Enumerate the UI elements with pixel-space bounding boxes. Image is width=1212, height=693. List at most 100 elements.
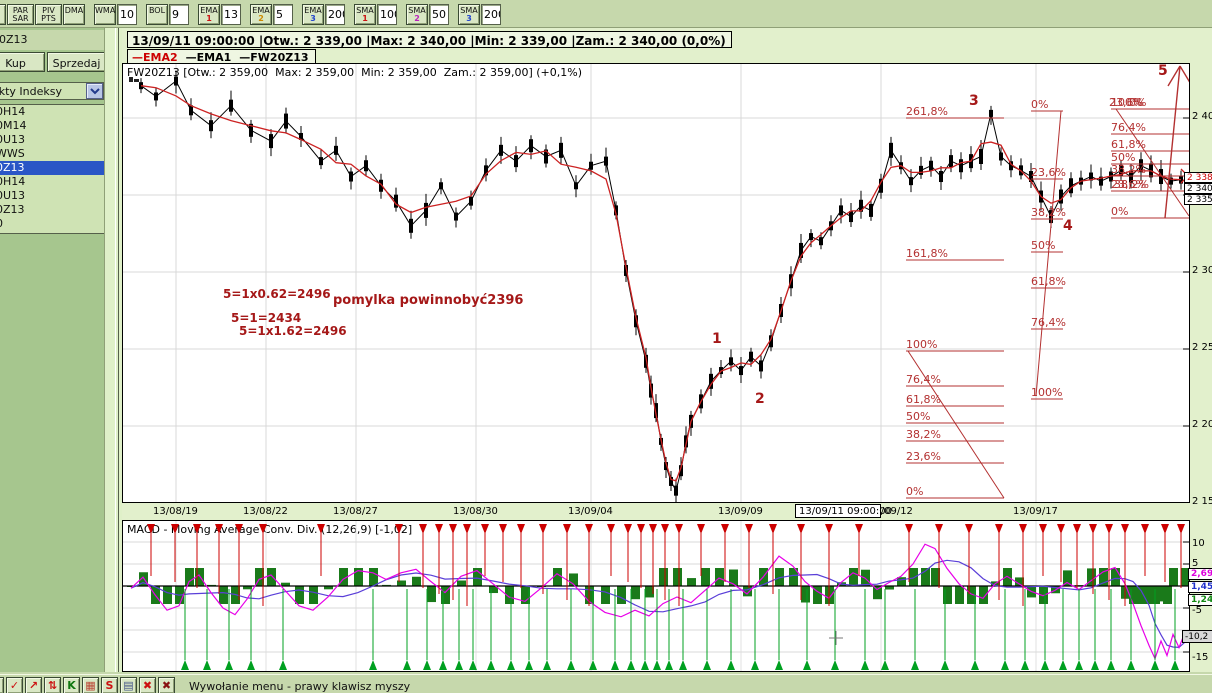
instrument-item[interactable]: WWS: [0, 147, 25, 160]
toolbar-input-bol-period[interactable]: [169, 4, 189, 25]
svg-text:38,2%: 38,2%: [906, 428, 941, 441]
svg-text:76,4%: 76,4%: [1031, 316, 1066, 329]
grid-icon[interactable]: ▦: [82, 677, 99, 693]
letter-k-icon[interactable]: K: [63, 677, 80, 693]
legend-item-ema2: —EMA2: [132, 51, 178, 64]
toolbar-button-bol[interactable]: BOL: [146, 4, 168, 25]
instrument-item[interactable]: 0H14: [0, 175, 26, 188]
time-axis-label: 13/08/27: [333, 506, 378, 517]
toolbar-button-ema3[interactable]: EMA 3: [302, 4, 324, 25]
toolbar-input-wma-period[interactable]: [117, 4, 137, 25]
last-price-tag: 2 340: [1184, 183, 1212, 194]
delete-all-icon[interactable]: ✖: [158, 677, 175, 693]
pane-splitter[interactable]: [104, 28, 122, 672]
time-axis: 13/08/19 13/08/22 13/08/27 13/08/30 13/09/04…: [122, 503, 1190, 520]
chart-workspace: 13/09/11 09:00:00 |Otw.: 2 339,00 |Max: …: [122, 28, 1212, 672]
time-axis-label: 13/09/04: [568, 506, 613, 517]
sell-button[interactable]: Sprzedaj: [47, 52, 106, 72]
toolbar-button-sma2[interactable]: SMA 2: [406, 4, 428, 25]
instrument-item[interactable]: 0: [0, 217, 105, 231]
svg-text:61,8%: 61,8%: [906, 393, 941, 406]
macd-cursor-value: -10,2: [1182, 630, 1212, 643]
trade-buttons: Kup Sprzedaj: [0, 52, 106, 72]
instrument-item[interactable]: 0U13: [0, 133, 26, 146]
svg-text:0%: 0%: [906, 485, 923, 498]
letter-s-icon[interactable]: S: [101, 677, 118, 693]
toolbar-partial-button[interactable]: [0, 4, 6, 25]
toolbar-input-sma2-period[interactable]: [429, 4, 449, 25]
category-dropdown[interactable]: akty Indeksy: [0, 82, 104, 100]
macd-value-tag: 1,45: [1188, 581, 1212, 593]
time-axis-label: 13/08/19: [153, 506, 198, 517]
svg-text:161,8%: 161,8%: [906, 247, 948, 260]
svg-text:50%: 50%: [1111, 151, 1135, 164]
toolbar-button-ema1[interactable]: EMA 1: [198, 4, 220, 25]
buy-button[interactable]: Kup: [0, 52, 45, 72]
time-axis-label: 13/09/17: [1013, 506, 1058, 517]
time-axis-label: 13/08/30: [453, 506, 498, 517]
svg-text:1: 1: [712, 331, 722, 347]
instrument-label: 0Z13: [0, 30, 107, 50]
macd-canvas[interactable]: [123, 521, 1189, 671]
macd-value-tag: 1,24: [1188, 594, 1212, 606]
toolbar-button-sma3[interactable]: SMA 3: [458, 4, 480, 25]
toolbar-input-sma3-period[interactable]: [481, 4, 501, 25]
svg-text:76,4%: 76,4%: [906, 373, 941, 386]
sidebar-panel: 0Z13 Kup Sprzedaj akty Indeksy 0H140M140…: [0, 28, 107, 672]
instrument-item[interactable]: 0M14: [0, 119, 27, 132]
price-chart-pane[interactable]: FW20Z13 [Otw.: 2 359,00 Max: 2 359,00 Mi…: [122, 63, 1190, 503]
status-text: Wywołanie menu - prawy klawisz myszy: [189, 680, 411, 693]
toolbar-input-ema1-period[interactable]: [221, 4, 241, 25]
swap-arrows-icon[interactable]: ⇅: [44, 677, 61, 693]
svg-text:38,2%: 38,2%: [1111, 163, 1146, 176]
price-axis-label: 2 150,: [1192, 496, 1212, 507]
toolbar-button-piv-pts[interactable]: PIV PTS: [35, 4, 62, 25]
toolbar-input-ema2-period[interactable]: [273, 4, 293, 25]
instrument-list: 0H140M140U13WWS0Z130H140U130Z130: [0, 104, 106, 234]
toolbar-button-wma[interactable]: WMA: [94, 4, 116, 25]
price-axis-label: 2 300,: [1192, 265, 1212, 276]
svg-text:61,8%: 61,8%: [1111, 138, 1146, 151]
category-dropdown-value: akty Indeksy: [0, 84, 63, 98]
instrument-item[interactable]: 0U13: [0, 189, 26, 202]
status-partial-button[interactable]: [0, 677, 4, 693]
trendline-icon[interactable]: ↗: [25, 677, 42, 693]
toolbar-input-ema3-period[interactable]: [325, 4, 345, 25]
price-axis-label: 2 400,: [1192, 111, 1212, 122]
svg-text:38,2%: 38,2%: [1114, 178, 1149, 191]
svg-text:100%: 100%: [906, 338, 937, 351]
price-axis: 2 400,2 350,2 300,2 250,2 200,2 150,2 33…: [1184, 63, 1212, 520]
price-chart-canvas[interactable]: 261,8%161,8%100%76,4%61,8%50%38,2%23,6%0…: [123, 64, 1189, 502]
instrument-item[interactable]: 0H14: [0, 105, 26, 118]
toolbar-button-ema2[interactable]: EMA 2: [250, 4, 272, 25]
legend-item-ema1: —EMA1: [185, 51, 232, 64]
svg-text:2: 2: [755, 391, 765, 407]
svg-text:23,6%: 23,6%: [906, 450, 941, 463]
instrument-item[interactable]: 0Z13: [0, 203, 25, 216]
status-bar: ✓ ↗ ⇅ K ▦ S ▤ ✖ ✖ Wywołanie menu - prawy klawisz…: [0, 674, 1212, 693]
svg-text:38,2%: 38,2%: [1031, 206, 1066, 219]
macd-axis-label: -15: [1192, 652, 1209, 663]
macd-value-tag: 2,69: [1188, 568, 1212, 580]
last-price-tag: 2 338: [1184, 172, 1212, 183]
svg-text:100%: 100%: [1031, 386, 1062, 399]
macd-pane[interactable]: MACD - Moving Average Conv. Div. (12,26,…: [122, 520, 1190, 672]
instrument-item[interactable]: 0Z13: [0, 161, 105, 175]
chart-legend: —EMA2 —EMA1 —FW20Z13: [127, 49, 316, 64]
toolbar-button-sma1[interactable]: SMA 1: [354, 4, 376, 25]
svg-text:50%: 50%: [1031, 239, 1055, 252]
chevron-down-icon[interactable]: [86, 83, 103, 99]
check-icon[interactable]: ✓: [6, 677, 23, 693]
svg-text:23,6%: 23,6%: [1111, 178, 1146, 191]
toolbar-input-sma1-period[interactable]: [377, 4, 397, 25]
svg-text:5=1x1.62=2496: 5=1x1.62=2496: [239, 324, 347, 338]
quote-info-bar: 13/09/11 09:00:00 |Otw.: 2 339,00 |Max: …: [127, 31, 732, 48]
toolbar-button-par-sar[interactable]: PAR SAR: [7, 4, 34, 25]
toolbar-button-dma[interactable]: DMA: [63, 4, 85, 25]
price-axis-label: 2 250,: [1192, 342, 1212, 353]
printer-icon[interactable]: ▤: [120, 677, 137, 693]
svg-text:5=1x0.62=2496: 5=1x0.62=2496: [223, 287, 331, 301]
delete-icon[interactable]: ✖: [139, 677, 156, 693]
legend-item-fw20z13: —FW20Z13: [239, 51, 309, 64]
